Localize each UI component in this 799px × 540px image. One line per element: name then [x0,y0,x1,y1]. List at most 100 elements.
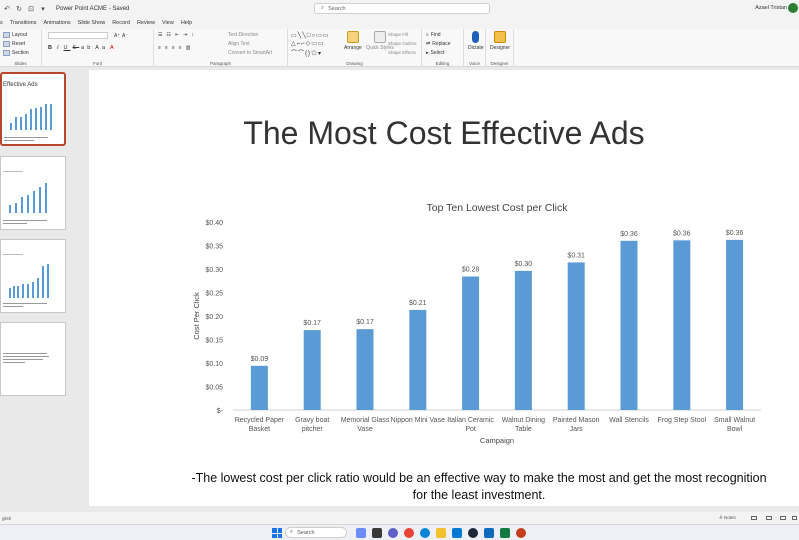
thumbnail-bar [45,104,47,130]
slide-title[interactable]: The Most Cost Effective Ads [243,115,645,151]
quick-styles-button[interactable]: Quick Styles [366,31,394,51]
align-text-button[interactable]: Align Text [228,41,250,47]
section-icon [3,50,10,56]
justify-icon[interactable]: ≡ [178,45,184,51]
find-button[interactable]: ⌕ Find [426,32,441,38]
line-spacing-icon[interactable]: ↕ [191,32,196,38]
slide-thumbnail-3[interactable] [0,239,66,313]
taskbar-search[interactable]: ⌕ Search [285,527,347,538]
file-explorer-icon[interactable] [436,528,446,538]
numbering-icon[interactable]: ☷ [166,32,173,38]
strikethrough-icon[interactable]: S [72,45,80,51]
bar-chart[interactable]: Top Ten Lowest Cost per Click $- $0.05 $0.1… [89,70,799,506]
undo-icon[interactable]: ↶ [4,5,10,13]
align-left-icon[interactable]: ≡ [158,45,163,51]
teams-icon[interactable] [388,528,398,538]
notes-icon: ≙ [719,515,723,520]
edge-icon[interactable] [420,528,430,538]
tab-review[interactable]: Review [136,20,155,26]
tab-record[interactable]: Record [112,20,130,26]
align-right-icon[interactable]: ≡ [171,45,177,51]
bullets-icon[interactable]: ☰ [158,32,165,38]
title-bar: ↶ ↻ ⊡ ▾ Power Point ACME - Saved ⌕ Searc… [0,0,799,17]
slide-thumbnail-2[interactable] [0,156,66,230]
quick-styles-icon [373,31,386,43]
shapes-gallery[interactable]: ▭╲╲□○▭▭ [291,33,330,39]
char-spacing-icon[interactable]: ab [81,45,94,51]
grow-font-icon[interactable]: A⁺ [114,32,120,39]
slide-thumbnail-panel[interactable]: Effective Ads [0,67,72,505]
slide-thumbnail-4[interactable] [0,322,66,396]
text-direction-button[interactable]: Text Direction [228,32,258,38]
bar [250,365,268,410]
x-tick-label: Memorial Glass [341,417,390,424]
data-label: $0.28 [462,267,480,274]
tab-slide-show[interactable]: Slide Show [77,20,106,26]
slide-canvas[interactable]: The Most Cost Effective Ads Top Ten Lowe… [89,70,799,506]
tab-animations[interactable]: Animations [43,20,71,26]
slide-thumbnail-1[interactable]: Effective Ads [0,72,66,146]
shapes-gallery-row3[interactable]: ⌒⌒{}☆▾ [291,51,323,57]
bar [726,239,744,410]
columns-icon[interactable]: ▥ [185,45,193,51]
thumbnail-bar [9,288,11,298]
arrange-button[interactable]: Arrange [344,31,362,51]
slideshow-icon[interactable] [792,516,797,520]
document-title[interactable]: Power Point ACME - Saved [56,5,130,12]
dictate-button[interactable]: Dictate [468,31,484,51]
y-tick-label: $0.05 [205,385,223,392]
user-name[interactable]: Azael Tristan [755,5,787,11]
present-icon[interactable]: ⊡ [28,5,34,13]
reset-icon [3,41,10,47]
increase-indent-icon[interactable]: ⇥ [183,32,190,38]
slide-caption[interactable]: -The lowest cost per click ratio would b… [191,471,767,502]
mail-icon[interactable] [452,528,462,538]
underline-icon[interactable]: U [63,45,71,51]
editing-group-label: Editing [435,61,450,66]
thumbnail-bar [27,195,29,213]
designer-button[interactable]: Designer [490,31,510,51]
shape-outline-button[interactable]: Shape Outline [388,41,417,46]
convert-smartart-button[interactable]: Convert to SmartArt [228,50,272,56]
thumbnail-chart [5,181,53,213]
section-button[interactable]: Section [3,50,29,56]
windows-start-icon[interactable] [272,528,282,538]
italic-icon[interactable]: I [56,45,62,51]
steam-icon[interactable] [468,528,478,538]
redo-icon[interactable]: ↻ [16,5,22,13]
chrome-icon[interactable] [404,528,414,538]
font-name-box[interactable]: A⁺ A⁻ [48,32,128,39]
excel-icon[interactable] [500,528,510,538]
search-box[interactable]: ⌕ Search [314,3,490,14]
task-view-icon[interactable] [372,528,382,538]
notes-button[interactable]: ≙ Notes [719,515,736,521]
shape-fill-button[interactable]: Shape Fill [388,32,408,37]
bold-icon[interactable]: B [48,45,55,51]
app-icon[interactable] [484,528,494,538]
tab-home[interactable]: s [0,20,3,26]
status-language[interactable]: glish [2,516,12,521]
decrease-indent-icon[interactable]: ⇤ [174,32,182,38]
tab-view[interactable]: View [161,20,174,26]
customize-qat-icon[interactable]: ▾ [41,5,45,13]
reading-view-icon[interactable] [780,516,786,520]
shape-effects-button[interactable]: Shape Effects [388,50,416,55]
avatar[interactable] [788,3,798,13]
tab-transitions[interactable]: Transitions [9,20,37,26]
select-button[interactable]: ▸ Select [426,50,444,56]
powerpoint-icon[interactable] [516,528,526,538]
copilot-icon[interactable] [356,528,366,538]
align-center-icon[interactable]: ≡ [164,45,170,51]
font-color-icon[interactable]: A [110,45,117,51]
replace-button[interactable]: ⇄ Replace [426,41,451,47]
shapes-gallery-row2[interactable]: △⌐⌐◇▭▭ [291,41,325,47]
normal-view-icon[interactable] [751,516,757,520]
shrink-font-icon[interactable]: A⁻ [121,32,128,39]
change-case-icon[interactable]: Aa [95,45,109,51]
slide-sorter-icon[interactable] [766,516,772,520]
reset-button[interactable]: Reset [3,41,25,47]
font-name-field[interactable] [48,32,108,39]
tab-help[interactable]: Help [180,20,193,26]
layout-button[interactable]: Layout [3,32,27,38]
